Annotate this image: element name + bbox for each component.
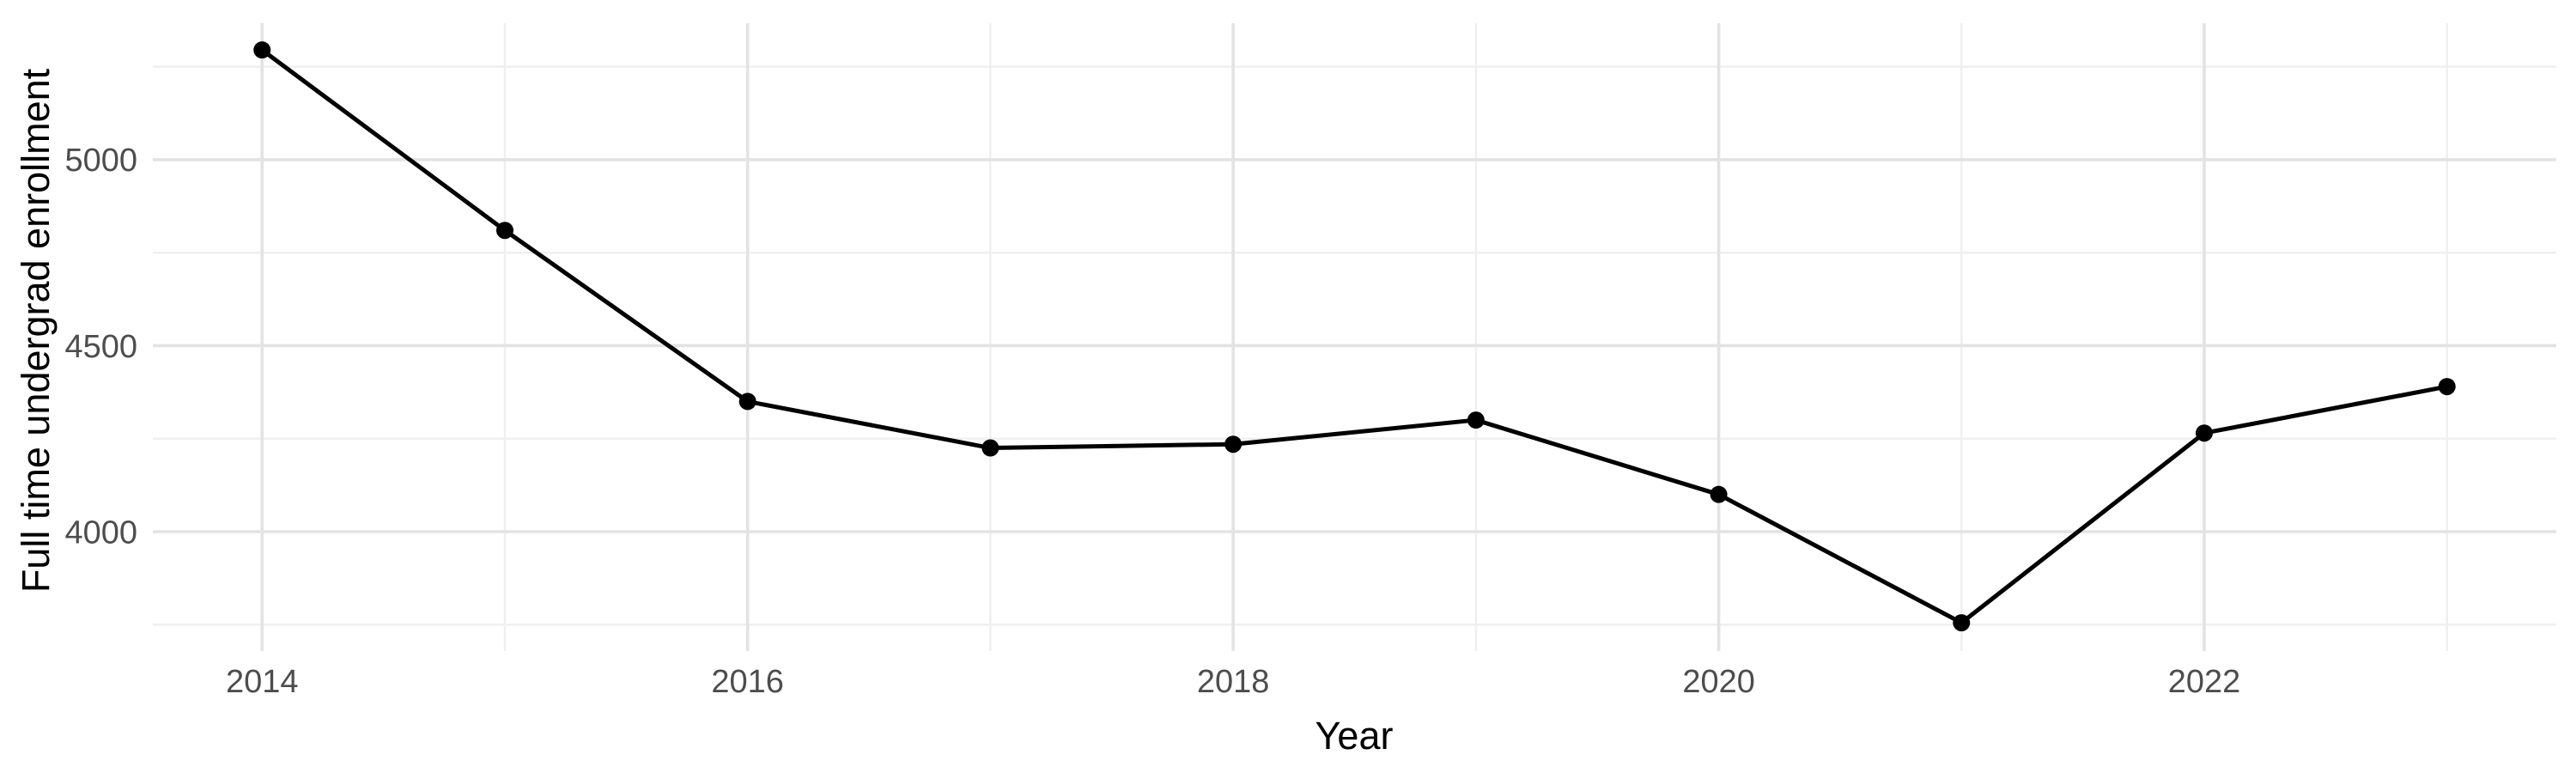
minor-gridlines: [153, 23, 2556, 651]
data-point: [2196, 424, 2214, 442]
x-tick-label: 2022: [2168, 664, 2241, 700]
data-point: [1710, 485, 1728, 503]
x-tick-label: 2016: [711, 664, 784, 700]
y-tick-label: 5000: [64, 143, 137, 179]
data-point: [495, 222, 513, 240]
enrollment-trend-line: [260, 48, 2448, 625]
axis-tick-labels: 4000 4500 5000 2014 2016 2018 2020 2022: [64, 143, 2240, 700]
data-point: [1224, 435, 1242, 453]
data-series: [253, 41, 2456, 632]
x-axis-title: Year: [1315, 714, 1394, 758]
data-point: [738, 393, 756, 411]
y-tick-label: 4000: [64, 514, 137, 551]
y-tick-label: 4500: [64, 329, 137, 365]
x-tick-label: 2018: [1197, 664, 1270, 700]
data-point: [1953, 614, 1971, 632]
major-gridlines: [153, 23, 2556, 651]
y-axis-title: Full time undergrad enrollment: [14, 68, 58, 593]
data-point: [1467, 411, 1485, 429]
data-point: [253, 41, 271, 59]
x-tick-label: 2014: [226, 664, 299, 700]
data-point: [981, 439, 999, 457]
data-point: [2438, 378, 2456, 396]
x-tick-label: 2020: [1682, 664, 1755, 700]
